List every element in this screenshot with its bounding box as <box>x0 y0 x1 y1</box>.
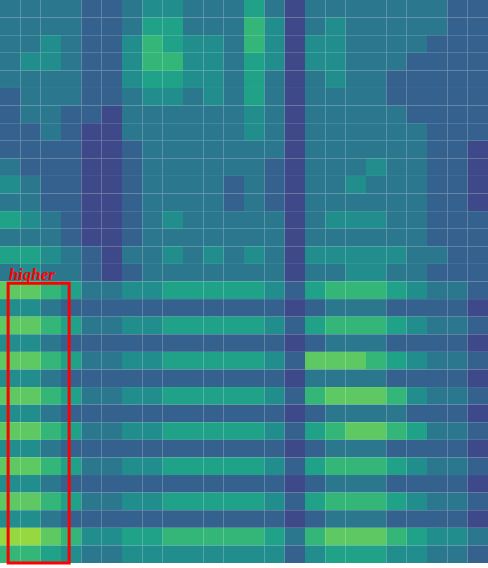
svg-text:higher: higher <box>9 265 56 284</box>
